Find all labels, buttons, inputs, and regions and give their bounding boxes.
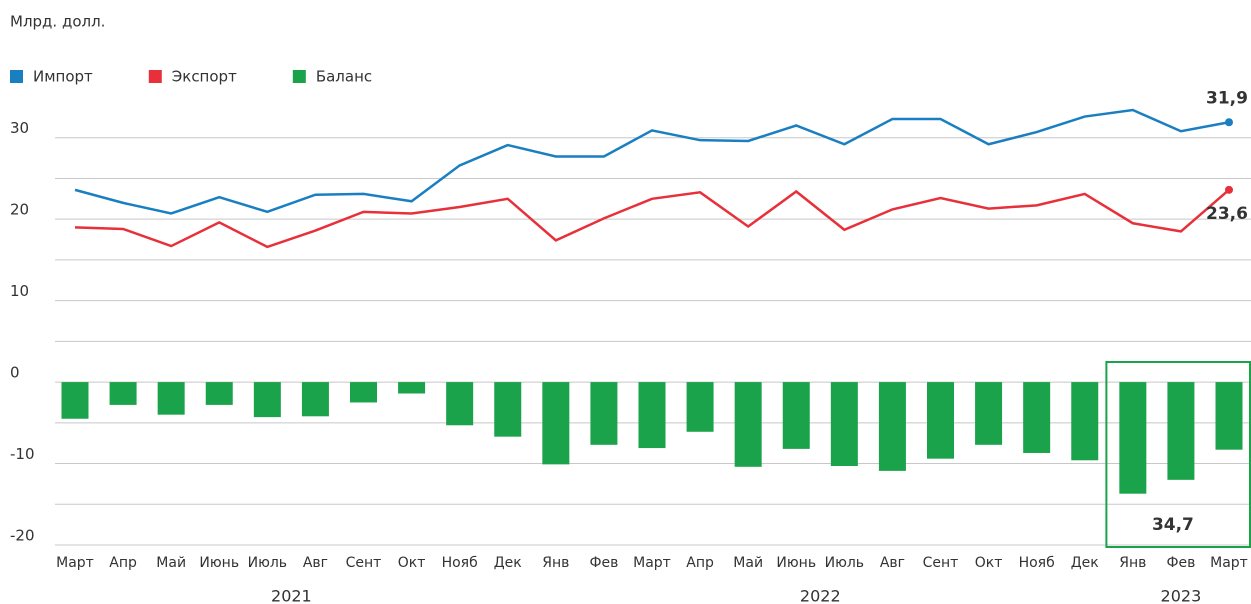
- annotation: 34,7: [1152, 515, 1194, 535]
- x-tick-label: Июль: [825, 555, 864, 571]
- x-tick-label: Сент: [923, 555, 959, 571]
- end-dot: [1225, 185, 1233, 194]
- x-tick-label: Нояб: [1019, 555, 1055, 571]
- x-tick-label: Окт: [975, 555, 1003, 571]
- x-tick-label: Фев: [589, 555, 618, 571]
- x-tick-label: Апр: [686, 555, 714, 571]
- bar: [350, 382, 377, 403]
- bar: [253, 382, 281, 418]
- bar: [1167, 382, 1195, 480]
- value-label: 31,9: [1206, 88, 1248, 108]
- value-label: 23,6: [1206, 204, 1248, 224]
- highlight-box: [1105, 361, 1251, 548]
- year-label: 2022: [800, 587, 841, 604]
- bar: [782, 382, 810, 449]
- x-tick-label: Май: [156, 555, 186, 571]
- bar: [446, 382, 474, 426]
- bar: [157, 382, 185, 415]
- x-tick-label: Дек: [494, 555, 522, 571]
- x-tick-label: Март: [633, 555, 671, 571]
- bar: [494, 382, 522, 437]
- bar: [927, 382, 954, 459]
- legend-swatch: [292, 70, 306, 83]
- bar: [878, 382, 906, 471]
- bar: [205, 382, 233, 405]
- x-tick-label: Авг: [880, 555, 905, 571]
- bar: [109, 382, 137, 405]
- legend-label: Баланс: [316, 68, 372, 86]
- x-tick-label: Фев: [1166, 555, 1195, 571]
- bar: [1071, 382, 1099, 461]
- x-tick-label: Май: [733, 555, 763, 571]
- x-tick-label: Янв: [1119, 555, 1146, 571]
- unit-label: Млрд. долл.: [10, 13, 105, 31]
- y-tick-label: 30: [10, 119, 29, 137]
- bar: [1119, 382, 1147, 494]
- x-tick-label: Март: [56, 555, 94, 571]
- x-tick-label: Март: [1210, 555, 1248, 571]
- x-tick-label: Авг: [303, 555, 328, 571]
- x-tick-label: Апр: [109, 555, 137, 571]
- bar: [638, 382, 666, 449]
- bar: [61, 382, 89, 419]
- year-label: 2021: [271, 587, 312, 604]
- legend-label: Экспорт: [172, 68, 237, 86]
- bar: [830, 382, 858, 466]
- x-tick-label: Окт: [398, 555, 426, 571]
- bar: [686, 382, 714, 432]
- y-tick-label: 20: [10, 201, 29, 219]
- legend-swatch: [10, 70, 23, 83]
- bar: [1023, 382, 1051, 453]
- bar: [301, 382, 329, 417]
- year-label: 2023: [1161, 587, 1202, 604]
- y-tick-label: -20: [10, 527, 35, 545]
- bar: [542, 382, 570, 465]
- bar: [398, 382, 426, 394]
- line: [74, 108, 1230, 215]
- x-tick-label: Июнь: [776, 555, 816, 571]
- y-tick-label: 0: [10, 364, 20, 382]
- bar: [734, 382, 762, 467]
- x-tick-label: Июнь: [199, 555, 239, 571]
- y-tick-label: -10: [10, 445, 35, 463]
- x-tick-label: Сент: [346, 555, 382, 571]
- end-dot: [1225, 118, 1233, 127]
- y-tick-label: 10: [10, 282, 29, 300]
- bar: [1215, 382, 1243, 450]
- legend-label: Импорт: [33, 68, 93, 86]
- x-tick-label: Янв: [542, 555, 569, 571]
- x-tick-label: Июль: [248, 555, 287, 571]
- bar: [590, 382, 618, 445]
- line: [74, 188, 1230, 249]
- x-tick-label: Нояб: [442, 555, 478, 571]
- bar: [975, 382, 1003, 445]
- x-tick-label: Дек: [1071, 555, 1099, 571]
- legend-swatch: [148, 70, 162, 83]
